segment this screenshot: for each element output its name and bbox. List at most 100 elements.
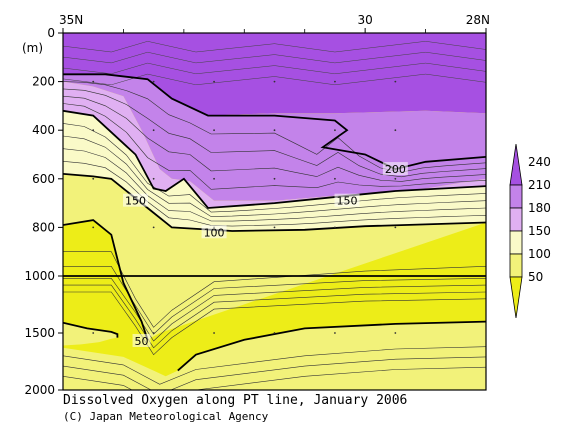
plot-frame	[62, 32, 487, 391]
fine-contour-line	[63, 103, 486, 190]
fine-contour-line	[63, 88, 486, 178]
fine-contour-line	[63, 265, 486, 335]
grid-dot	[152, 332, 155, 334]
contour-50	[177, 320, 486, 372]
contour-150	[63, 109, 486, 209]
grid-dot	[92, 332, 95, 334]
colorbar-segment-180_210	[509, 184, 523, 209]
y-tick-label: 0	[47, 26, 55, 40]
fine-contour-line	[63, 284, 486, 349]
grid-dot	[213, 177, 215, 180]
fine-contour-line	[63, 95, 486, 182]
grid-dots	[92, 80, 397, 334]
band-150_180-2	[63, 81, 486, 208]
grid-dot	[334, 177, 336, 180]
band-50_100-4	[63, 173, 486, 340]
colorbar-segment-lt50	[509, 276, 523, 319]
x-tick-label: 28N	[466, 13, 490, 27]
contour-label-bg	[123, 193, 149, 207]
fine-contour-line	[63, 123, 486, 213]
x-axis: 35N 30 28N	[59, 13, 490, 33]
agency-credit: (C) Japan Meteorological Agency	[63, 410, 269, 423]
colorbar-level-label: 50	[528, 270, 543, 284]
band-180_210-1	[63, 74, 486, 201]
colorbar-level-label: 180	[528, 201, 551, 215]
y-tick-label: 600	[32, 172, 55, 186]
grid-dot	[334, 80, 336, 83]
colorbar: 240 210 180 150 100 50	[509, 143, 551, 319]
contour-100	[63, 173, 486, 232]
grid-dot	[394, 226, 397, 229]
grid-dot	[152, 226, 155, 229]
fine-contour-line	[63, 81, 486, 173]
grid-dot	[152, 177, 155, 180]
fine-contour-line	[63, 135, 486, 217]
grid-dot	[213, 129, 215, 132]
grid-dot	[152, 80, 155, 83]
labeled-contours	[63, 73, 486, 372]
fine-contour-line	[63, 251, 486, 328]
contour-label: 100	[204, 226, 225, 239]
y-tick-label: 1000	[24, 269, 55, 283]
grid-dot	[273, 80, 276, 83]
contour-label: 200	[385, 163, 406, 176]
grid-dot	[273, 177, 276, 180]
colorbar-level-label: 100	[528, 247, 551, 261]
grid-dot	[394, 177, 397, 180]
grid-dot	[273, 332, 276, 334]
contour-label-bg	[382, 162, 408, 176]
contour-label-bg	[334, 193, 360, 207]
contour-label-bg	[201, 225, 227, 239]
contour-label-bg	[132, 333, 151, 347]
fine-contours	[63, 41, 486, 390]
grid-dot	[334, 226, 336, 229]
colorbar-level-label: 240	[528, 155, 551, 169]
grid-dot	[92, 129, 95, 132]
fine-contour-line	[63, 73, 486, 86]
fine-contour-line	[63, 356, 486, 390]
band-50_100-6	[63, 321, 486, 390]
fine-contour-line	[63, 366, 486, 390]
grid-dot	[394, 129, 397, 132]
colorbar-level-label: 210	[528, 178, 551, 192]
y-tick-label: 1500	[24, 326, 55, 340]
y-tick-label: 800	[32, 220, 55, 234]
band-50_100-5	[63, 322, 118, 390]
concentration-bands	[63, 33, 486, 390]
band-gt210-0	[63, 33, 486, 116]
colorbar-segment-gt210	[509, 143, 523, 186]
fine-contour-line	[63, 41, 486, 53]
y-tick-label: 200	[32, 75, 55, 89]
grid-dot	[152, 129, 155, 132]
fine-contour-line	[63, 161, 486, 227]
grid-dot	[334, 332, 336, 334]
grid-dot	[92, 177, 95, 180]
fine-contour-line	[63, 148, 486, 222]
grid-dot	[92, 80, 95, 83]
y-axis-unit-label: (m)	[22, 41, 43, 55]
grid-dot	[394, 80, 397, 83]
y-tick-label: 400	[32, 123, 55, 137]
fine-contour-line	[63, 277, 486, 342]
fine-contour-line	[63, 346, 486, 385]
contour-label: 50	[135, 335, 149, 348]
band-100_150-3	[63, 110, 486, 231]
grid-dot	[273, 129, 276, 132]
colorbar-segment-50_100	[509, 253, 523, 278]
fine-contour-line	[63, 291, 486, 356]
grid-dot	[213, 80, 215, 83]
x-tick-label: 30	[358, 13, 373, 27]
y-axis: (m) 0 200 400 600 800 1000 1500 2000	[22, 26, 63, 397]
grid-dot	[213, 332, 215, 334]
grid-dot	[92, 226, 95, 229]
contour-50	[63, 219, 149, 341]
fine-contour-line	[63, 51, 486, 64]
colorbar-segment-100_150	[509, 230, 523, 255]
fine-contour-line	[63, 62, 486, 75]
grid-dot	[394, 332, 397, 334]
y-tick-label: 2000	[24, 383, 55, 397]
grid-dot	[273, 226, 276, 229]
grid-dot	[334, 129, 336, 132]
contour-labels: 200 150 150 100 50	[123, 162, 408, 348]
